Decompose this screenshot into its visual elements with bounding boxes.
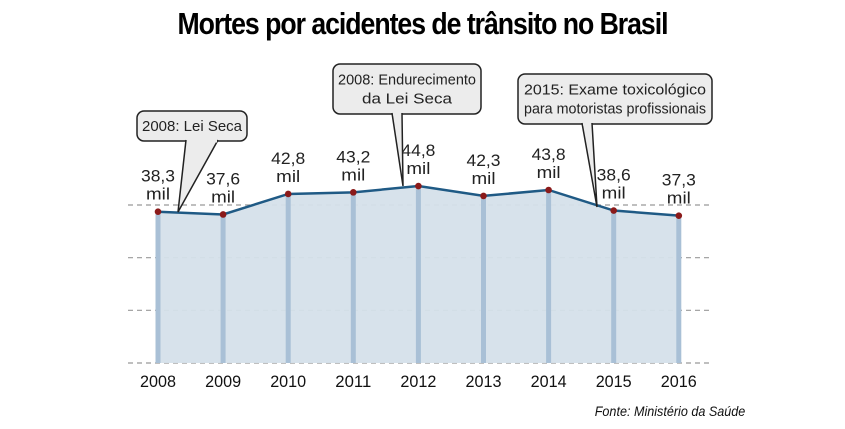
value-bar [676,215,682,363]
callout-pointer [177,139,219,213]
value-unit-label: mil [211,187,235,206]
value-label: 38,6 [597,166,631,185]
annotation-callout: 2015: Exame toxicológico para motoristas … [517,73,713,208]
x-tick-label: 2009 [205,372,241,391]
value-unit-label: mil [341,165,365,184]
value-bar [481,195,486,363]
value-label: 38,3 [141,167,175,186]
value-bar [350,192,356,363]
value-label: 37,3 [662,171,696,190]
annotation-callout: 2008: Lei Seca [136,110,248,213]
chart-title: Mortes por acidentes de trânsito no Bras… [177,6,669,41]
data-point [284,190,292,198]
callout-box [517,73,713,125]
annotation-callout: 2008: Endurecimento da Lei Seca [332,63,482,187]
x-tick-label: 2016 [661,372,697,391]
data-point [154,208,162,216]
value-label: 43,2 [336,147,370,166]
x-tick-label: 2008 [140,372,176,391]
x-tick-label: 2015 [596,372,632,391]
data-point [219,211,227,218]
value-bar [546,189,552,363]
callout-text: para motoristas profissionais [524,102,706,118]
value-unit-label: mil [146,185,170,204]
value-unit-label: mil [537,163,561,182]
x-tick-label: 2012 [400,372,436,391]
value-unit-label: mil [472,169,496,188]
x-tick-label: 2014 [531,372,567,391]
data-point [350,189,357,196]
callout-pointer [391,112,404,187]
callout-pointer [581,122,598,208]
value-bar [415,186,421,363]
data-point [480,192,487,200]
data-point [675,212,683,219]
value-label: 44,8 [401,141,435,160]
x-tick-label: 2011 [335,372,371,391]
x-tick-label: 2010 [270,372,306,391]
callout-text: 2008: Lei Seca [142,119,243,135]
value-bar [611,210,617,363]
callout-text: 2015: Exame toxicológico [524,83,706,99]
value-bar [155,211,161,363]
source-note: Fonte: Ministério da Saúde [594,403,745,419]
callout-box [332,63,482,115]
value-unit-label: mil [276,167,300,186]
value-label: 37,6 [206,169,240,188]
value-unit-label: mil [602,184,626,203]
callout-text: da Lei Seca [362,92,453,108]
x-tick-label: 2013 [466,372,502,391]
value-label: 43,8 [532,145,566,164]
callout-text: 2008: Endurecimento [338,73,476,89]
value-unit-label: mil [406,159,430,178]
value-bar [220,214,226,363]
data-point [545,186,552,194]
value-unit-label: mil [667,189,691,208]
value-bar [285,193,291,363]
data-point [610,207,617,214]
data-point [415,182,422,190]
value-label: 42,3 [467,151,501,170]
value-label: 42,8 [271,149,305,168]
